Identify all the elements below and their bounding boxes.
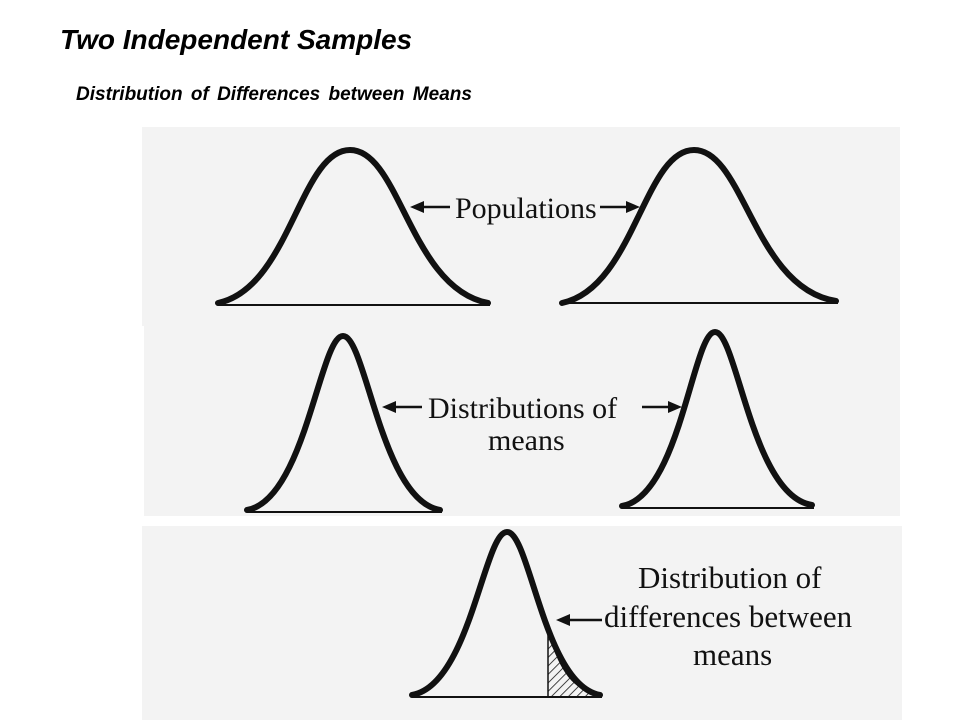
populations-panel: Populations xyxy=(142,127,900,326)
sampling-distribution-curve-right xyxy=(619,329,815,509)
right-arrowhead xyxy=(668,401,682,413)
left-arrowhead xyxy=(410,201,424,213)
left-arrowhead xyxy=(382,401,396,413)
population-curve-left xyxy=(215,147,491,306)
slide-title: Two Independent Samples xyxy=(60,24,413,55)
populations-label: Populations xyxy=(455,192,597,225)
sampling-distribution-curve-left xyxy=(244,333,443,513)
slide-subtitle: Distribution of Differences between Mean… xyxy=(76,84,472,105)
distributions-of-means-panel: Distributions of means xyxy=(144,326,900,516)
distribution-of-differences-label-line2: differences between xyxy=(604,599,853,634)
populations-panel-background xyxy=(142,127,900,326)
distributions-of-means-label-line1: Distributions of xyxy=(428,392,617,425)
difference-distribution-curve xyxy=(409,529,603,698)
distribution-of-differences-panel: Distribution of differences between mean… xyxy=(142,526,902,720)
left-arrowhead xyxy=(556,614,570,626)
right-arrowhead xyxy=(626,201,640,213)
distribution-of-differences-label-line3: means xyxy=(693,637,772,672)
population-curve-right xyxy=(559,147,839,306)
distributions-of-means-label-line2: means xyxy=(488,424,565,457)
distributions-of-means-panel-background xyxy=(144,326,900,516)
distribution-of-differences-label-line1: Distribution of xyxy=(638,560,822,595)
